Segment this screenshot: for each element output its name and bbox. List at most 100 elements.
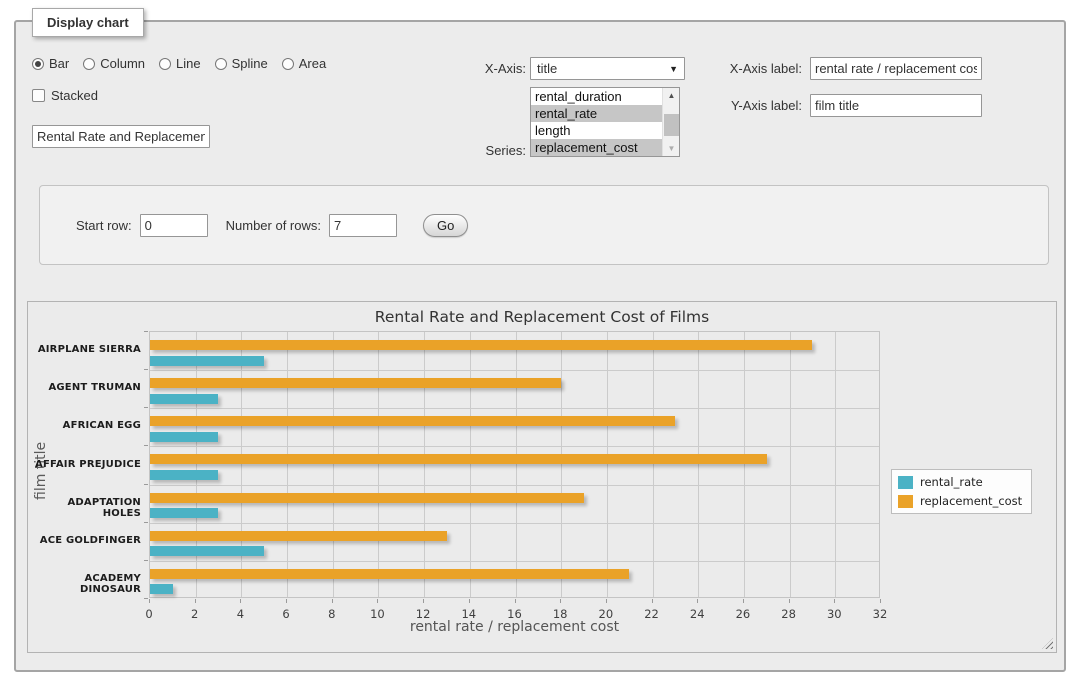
y-axis-label-input[interactable] [810,94,982,117]
radio-label: Spline [231,56,268,71]
x-tick-label: 2 [191,607,199,621]
x-tick-mark [377,599,379,603]
bar-rental_rate [150,469,219,480]
start-row-label: Start row: [76,217,132,233]
x-tick-label: 26 [735,607,751,621]
num-rows-input[interactable] [329,213,397,237]
x-tick-mark [194,599,196,603]
x-tick-label: 4 [236,607,245,621]
x-tick-mark [240,599,242,603]
radio-circle-icon[interactable] [159,57,172,70]
x-tick-mark [149,599,150,603]
radio-spline[interactable]: Spline [214,56,268,71]
x-axis-selected-value: title [537,61,558,76]
radio-line[interactable]: Line [159,56,201,71]
x-axis-label-input[interactable] [810,57,982,80]
radio-bar[interactable]: Bar [32,56,69,71]
stacked-checkbox[interactable] [32,89,45,102]
panel-tab-title: Display chart [32,8,144,37]
series-scrollbar[interactable]: ▲ ▼ [662,88,679,156]
x-axis-select[interactable]: title ▼ [530,57,685,80]
series-option-rental_rate[interactable]: rental_rate [531,105,662,122]
gridline-horizontal [150,560,879,562]
radio-column[interactable]: Column [83,56,145,71]
display-chart-panel: Display chart Bar Column Line Spline Area St… [14,8,1066,672]
x-tick-mark [560,599,562,603]
series-option-replacement_cost[interactable]: replacement_cost [531,139,662,156]
chart-title-input[interactable] [32,125,210,148]
chart-plot-area [149,331,880,598]
series-option-length[interactable]: length [535,123,571,138]
chart-title: Rental Rate and Replacement Cost of Film… [374,308,710,326]
scroll-up-icon[interactable]: ▲ [663,88,679,103]
x-tick-label: 32 [872,607,888,621]
legend-label: rental_rate [920,475,983,489]
legend-entry: replacement_cost [898,494,1022,508]
x-tick-label: 16 [507,607,522,621]
bar-replacement_cost [150,378,561,389]
x-tick-mark [834,599,836,603]
series-options: rental_duration rental_rate length replacem… [531,88,662,156]
x-tick-mark [651,599,653,603]
y-tick-mark [144,369,148,371]
legend-label: replacement_cost [920,494,1023,508]
y-tick-mark [144,407,148,409]
x-tick-label: 8 [328,607,336,621]
bar-replacement_cost [150,416,676,427]
x-axis-label-label: X-Axis label: [729,61,802,76]
x-tick-mark [697,599,699,603]
bar-rental_rate [150,355,264,366]
series-option-rental_duration[interactable]: rental_duration [535,89,622,104]
x-tick-label: 0 [145,607,153,621]
x-tick-mark [742,599,744,603]
chevron-down-icon: ▼ [669,63,678,74]
chart-legend: rental_rate replacement_cost [891,469,1033,514]
scrollbar-thumb[interactable] [664,114,679,136]
gridline-vertical [835,332,837,597]
x-tick-label: 30 [826,607,842,621]
gridline-horizontal [150,484,879,486]
radio-circle-icon[interactable] [83,57,96,70]
bar-replacement_cost [150,568,630,579]
x-tick-mark [880,599,881,603]
gridline-vertical [287,332,289,597]
bar-replacement_cost [150,530,447,541]
gridline-vertical [561,332,563,597]
stacked-label: Stacked [51,88,98,103]
y-tick-mark [144,331,148,332]
x-tick-mark [331,599,333,603]
x-tick-mark [788,599,790,603]
x-tick-mark [468,599,470,603]
x-tick-label: 14 [461,607,477,621]
radio-circle-icon[interactable] [32,57,44,70]
gridline-vertical [515,332,517,597]
y-tick-mark [144,598,148,599]
x-tick-label: 18 [552,607,568,621]
radio-label: Line [176,56,201,71]
radio-circle-icon[interactable] [214,57,227,70]
legend-entry: rental_rate [898,475,1022,489]
bar-rental_rate [150,546,264,557]
radio-label: Bar [49,56,70,71]
resize-grip-icon[interactable] [1042,638,1053,649]
radio-area[interactable]: Area [281,56,326,71]
go-button[interactable]: Go [423,213,469,237]
radio-circle-icon[interactable] [281,57,294,70]
bar-replacement_cost [150,340,813,350]
start-row-input[interactable] [139,213,208,237]
gridline-vertical [241,332,243,597]
category-label: ACADEMY DINOSAUR [80,572,141,595]
series-listbox[interactable]: rental_duration rental_rate length replacem… [530,87,680,157]
y-axis-label-label: Y-Axis label: [730,98,802,113]
gridline-horizontal [150,370,879,372]
category-label: ADAPTATION HOLES [67,496,141,519]
x-tick-label: 24 [689,607,705,621]
stacked-checkbox-row[interactable]: Stacked [32,88,98,103]
gridline-vertical [424,332,426,597]
gridline-vertical [698,332,700,597]
x-tick-label: 12 [415,607,431,621]
gridline-vertical [195,332,197,597]
gridline-vertical [378,332,380,597]
bar-replacement_cost [150,492,584,503]
scroll-down-icon[interactable]: ▼ [663,141,679,156]
